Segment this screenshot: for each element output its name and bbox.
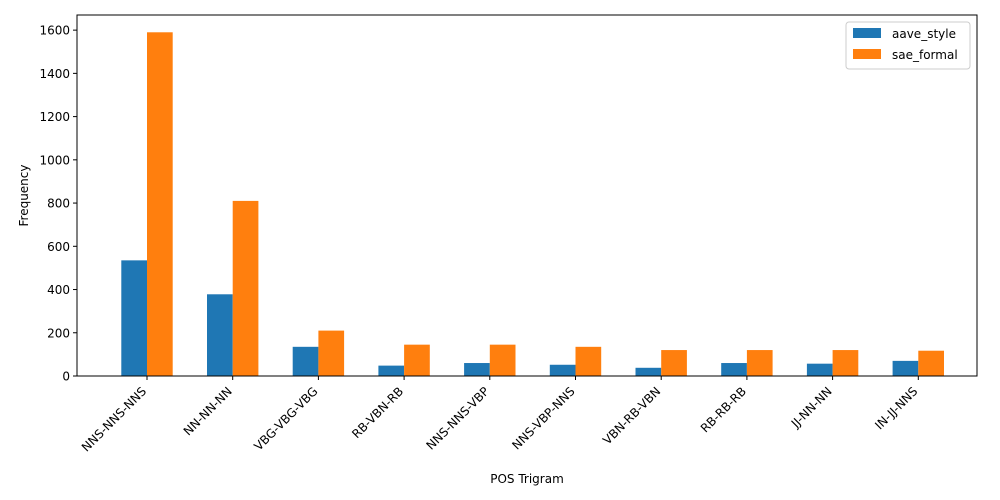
y-tick-label: 1200 bbox=[39, 110, 70, 124]
y-tick-label: 1600 bbox=[39, 24, 70, 38]
x-tick-label: NN-NN-NN bbox=[181, 384, 235, 438]
x-tick-label: RB-RB-RB bbox=[698, 384, 749, 435]
x-tick-label: RB-VBN-RB bbox=[349, 384, 406, 441]
bar-aave-style-jj-nn-nn bbox=[806, 363, 833, 376]
x-tick-label: VBN-RB-VBN bbox=[600, 384, 663, 447]
bar-sae-formal-nns-nns-nns bbox=[147, 32, 173, 376]
bar-aave-style-rb-rb-rb bbox=[721, 363, 747, 376]
legend-swatch-aave-style bbox=[853, 28, 881, 38]
x-tick-label: JJ-NN-NN bbox=[788, 384, 835, 431]
y-tick-label: 400 bbox=[47, 283, 70, 297]
bar-sae-formal-nns-vbp-nns bbox=[575, 346, 602, 376]
y-axis-title: Frequency bbox=[17, 165, 31, 227]
bar-sae-formal-nn-nn-nn bbox=[232, 200, 259, 376]
y-tick-label: 1000 bbox=[39, 153, 70, 167]
y-tick-label: 200 bbox=[47, 326, 70, 340]
legend-swatch-sae-formal bbox=[853, 49, 881, 59]
bar-aave-style-rb-vbn-rb bbox=[378, 365, 405, 376]
x-tick-label: VBG-VBG-VBG bbox=[251, 384, 320, 453]
bars-group bbox=[121, 32, 944, 376]
y-tick-label: 600 bbox=[47, 240, 70, 254]
x-tick-label: NNS-NNS-NNS bbox=[79, 384, 149, 454]
bar-aave-style-vbn-rb-vbn bbox=[635, 367, 662, 376]
bar-sae-formal-vbg-vbg-vbg bbox=[318, 330, 345, 376]
legend-label-aave-style: aave_style bbox=[892, 27, 956, 41]
bar-aave-style-nns-nns-vbp bbox=[464, 363, 490, 376]
y-tick-label: 1400 bbox=[39, 67, 70, 81]
bar-aave-style-nn-nn-nn bbox=[207, 294, 233, 376]
x-axis-title: POS Trigram bbox=[490, 472, 564, 486]
legend: aave_style sae_formal bbox=[845, 21, 971, 70]
plot-frame bbox=[76, 14, 978, 377]
x-axis: NNS-NNS-NNS NN-NN-NN VBG-VBG-VBG RB-VBN-RB N… bbox=[79, 376, 920, 454]
x-tick-label: IN-JJ-NNS bbox=[872, 384, 920, 432]
bar-sae-formal-nns-nns-vbp bbox=[489, 344, 516, 376]
bar-aave-style-nns-nns-nns bbox=[121, 260, 147, 376]
y-tick-label: 800 bbox=[47, 197, 70, 211]
y-tick-label: 0 bbox=[62, 370, 70, 384]
x-tick-label: NNS-VBP-NNS bbox=[509, 384, 577, 452]
bar-aave-style-nns-vbp-nns bbox=[549, 364, 576, 376]
y-axis: 0 200 400 600 800 1000 1200 1400 1600 bbox=[39, 24, 77, 384]
bar-sae-formal-rb-vbn-rb bbox=[404, 344, 430, 376]
bar-aave-style-in-jj-nns bbox=[892, 360, 919, 376]
bar-sae-formal-rb-rb-rb bbox=[746, 350, 773, 376]
x-tick-label: NNS-NNS-VBP bbox=[423, 384, 491, 452]
bar-sae-formal-jj-nn-nn bbox=[832, 350, 859, 376]
bar-sae-formal-in-jj-nns bbox=[918, 350, 944, 376]
bar-aave-style-vbg-vbg-vbg bbox=[292, 346, 319, 376]
bar-sae-formal-vbn-rb-vbn bbox=[661, 350, 687, 376]
legend-label-sae-formal: sae_formal bbox=[892, 48, 958, 62]
